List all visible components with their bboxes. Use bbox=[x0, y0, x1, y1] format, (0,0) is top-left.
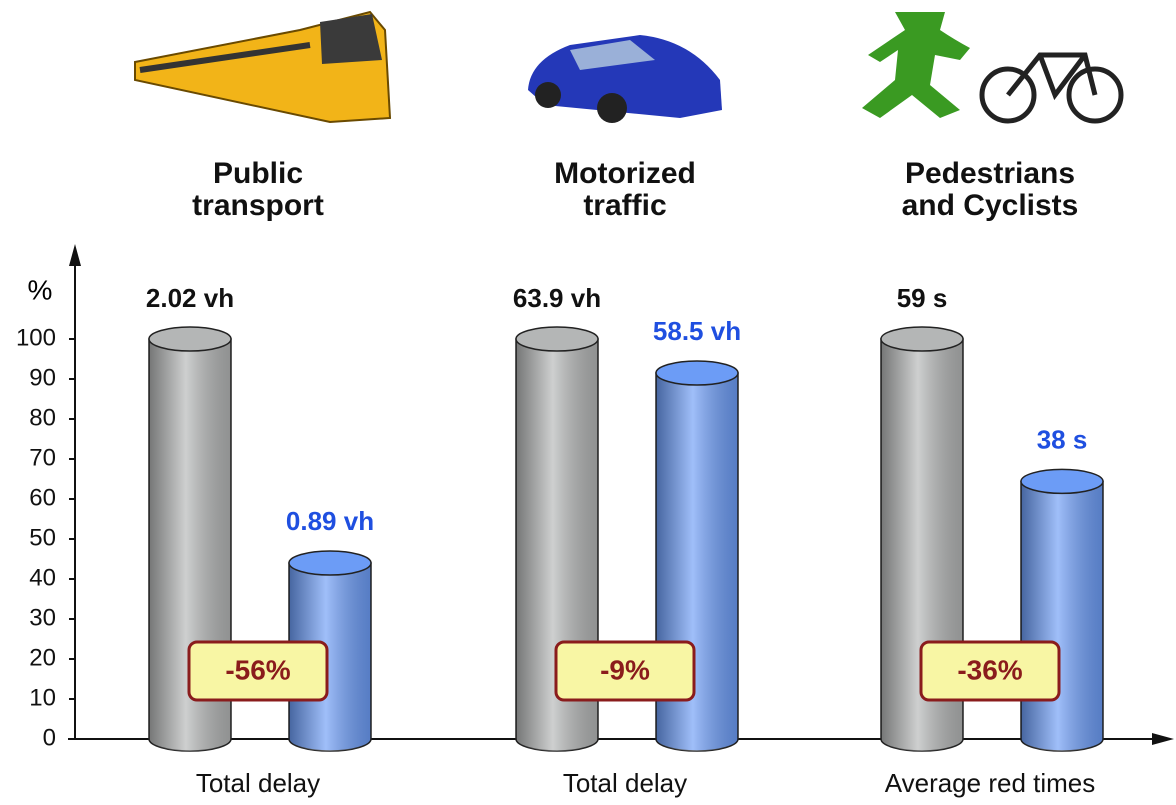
change-label: -36% bbox=[957, 654, 1022, 685]
x-axis-arrow bbox=[1152, 733, 1174, 745]
change-label: -9% bbox=[600, 654, 650, 685]
bar-top bbox=[515, 326, 599, 352]
value-label: 0.89 vh bbox=[286, 506, 374, 536]
y-tick-label: 70 bbox=[29, 444, 56, 471]
bar-top bbox=[1020, 468, 1104, 495]
bar-top bbox=[288, 550, 372, 576]
value-label: 58.5 vh bbox=[653, 316, 741, 346]
bar-top bbox=[655, 360, 739, 386]
value-label: 59 s bbox=[897, 283, 948, 313]
group-title: Pedestrians and Cyclists bbox=[901, 157, 1079, 222]
tram-icon bbox=[134, 10, 392, 124]
y-tick-label: 0 bbox=[43, 724, 56, 751]
y-tick-label: 80 bbox=[29, 404, 56, 431]
pedestrian-cyclist-icon bbox=[862, 12, 1124, 124]
y-tick-label: 30 bbox=[29, 604, 56, 631]
car-icon bbox=[528, 35, 722, 123]
x-tick-label: Total delay bbox=[196, 768, 320, 798]
bar-shade bbox=[1021, 481, 1103, 751]
x-tick-label: Total delay bbox=[563, 768, 687, 798]
bar-top bbox=[148, 326, 232, 352]
bar-top bbox=[880, 326, 964, 352]
y-axis-label: % bbox=[28, 274, 53, 305]
y-tick-label: 20 bbox=[29, 644, 56, 671]
y-tick-label: 40 bbox=[29, 564, 56, 591]
y-tick-label: 50 bbox=[29, 524, 56, 551]
y-tick-label: 60 bbox=[29, 484, 56, 511]
bar-shade bbox=[289, 563, 371, 751]
change-box bbox=[919, 640, 1061, 702]
y-tick-label: 90 bbox=[29, 364, 56, 391]
group-title: Public transport bbox=[192, 157, 324, 222]
x-tick-label: Average red times bbox=[885, 768, 1096, 798]
change-box bbox=[554, 640, 696, 702]
y-tick-label: 100 bbox=[16, 324, 56, 351]
value-label: 38 s bbox=[1037, 424, 1088, 454]
y-axis-arrow bbox=[69, 244, 81, 266]
change-label: -56% bbox=[225, 654, 290, 685]
value-label: 2.02 vh bbox=[146, 283, 234, 313]
value-label: 63.9 vh bbox=[513, 283, 601, 313]
y-tick-label: 10 bbox=[29, 684, 56, 711]
tram-windows bbox=[139, 42, 311, 73]
group-title: Motorized traffic bbox=[554, 157, 696, 222]
change-box bbox=[187, 640, 329, 702]
